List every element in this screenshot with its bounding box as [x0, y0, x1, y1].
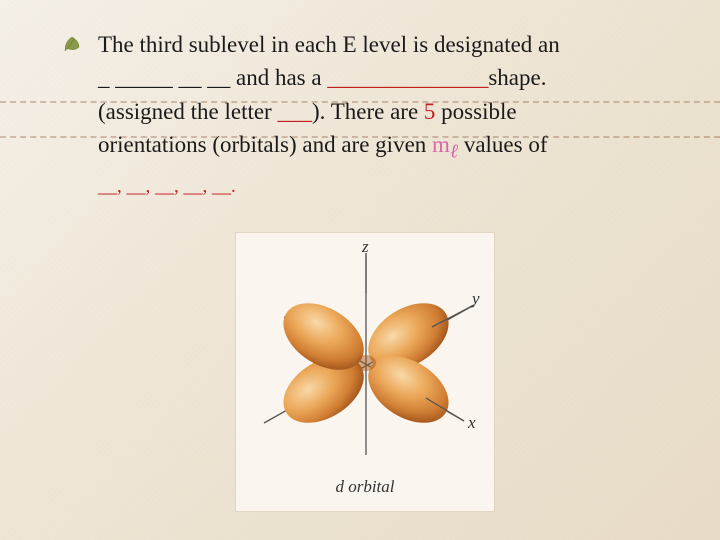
axis-y-label: y — [472, 289, 480, 309]
line4-m: m — [432, 132, 450, 157]
line3-post: possible — [435, 99, 516, 124]
orbital-svg — [236, 233, 496, 481]
line4-post: values of — [458, 132, 547, 157]
figure-caption: d orbital — [236, 477, 494, 497]
line-4: orientations (orbitals) and are given mℓ… — [98, 128, 660, 167]
leaf-bullet-icon — [62, 34, 82, 54]
line5-blanks: __, __, __, __, __. — [98, 176, 236, 197]
line4-ell: ℓ — [450, 142, 458, 163]
line-5: __, __, __, __, __. — [98, 173, 660, 201]
slide-text-block: The third sublevel in each E level is de… — [0, 0, 720, 201]
line2-post: shape. — [488, 65, 546, 90]
line3-num: 5 — [424, 99, 436, 124]
line3-pre: (assigned the letter — [98, 99, 277, 124]
orbital-figure: z y x d orbital — [235, 232, 495, 512]
line4-pre: orientations (orbitals) and are given — [98, 132, 432, 157]
line3-letter-blank: ___ — [277, 99, 312, 124]
line3-mid: ). There are — [312, 99, 424, 124]
line-1: The third sublevel in each E level is de… — [98, 28, 660, 61]
axis-x-label: x — [468, 413, 476, 433]
line-2: _ _____ __ __ and has a ______________sh… — [98, 61, 660, 94]
axis-z-label: z — [362, 237, 369, 257]
line2-blank: ______________ — [327, 65, 488, 90]
line-3: (assigned the letter ___). There are 5 p… — [98, 95, 660, 128]
line2-pre: _ _____ __ __ and has a — [98, 65, 327, 90]
